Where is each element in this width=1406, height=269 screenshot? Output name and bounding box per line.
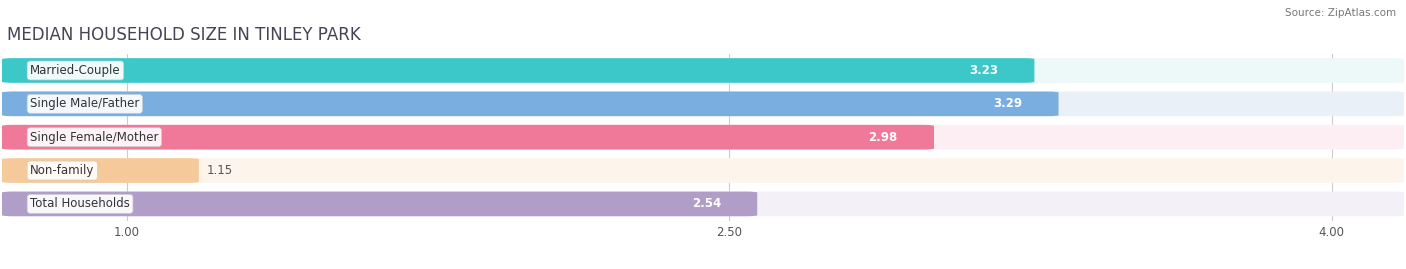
- Text: Source: ZipAtlas.com: Source: ZipAtlas.com: [1285, 8, 1396, 18]
- Text: Non-family: Non-family: [30, 164, 94, 177]
- Text: 1.15: 1.15: [207, 164, 233, 177]
- Text: Total Households: Total Households: [30, 197, 129, 210]
- Text: 2.54: 2.54: [692, 197, 721, 210]
- Text: 3.23: 3.23: [969, 64, 998, 77]
- FancyBboxPatch shape: [1, 125, 1405, 150]
- FancyBboxPatch shape: [1, 58, 1035, 83]
- FancyBboxPatch shape: [1, 158, 198, 183]
- FancyBboxPatch shape: [1, 192, 1405, 216]
- FancyBboxPatch shape: [1, 192, 758, 216]
- Text: Single Male/Father: Single Male/Father: [30, 97, 139, 110]
- FancyBboxPatch shape: [1, 91, 1405, 116]
- FancyBboxPatch shape: [1, 125, 934, 150]
- Text: Married-Couple: Married-Couple: [30, 64, 121, 77]
- Text: 2.98: 2.98: [869, 131, 898, 144]
- Text: 3.29: 3.29: [993, 97, 1022, 110]
- Text: Single Female/Mother: Single Female/Mother: [30, 131, 159, 144]
- FancyBboxPatch shape: [1, 91, 1059, 116]
- FancyBboxPatch shape: [1, 158, 1405, 183]
- FancyBboxPatch shape: [1, 58, 1405, 83]
- Text: MEDIAN HOUSEHOLD SIZE IN TINLEY PARK: MEDIAN HOUSEHOLD SIZE IN TINLEY PARK: [7, 26, 361, 44]
